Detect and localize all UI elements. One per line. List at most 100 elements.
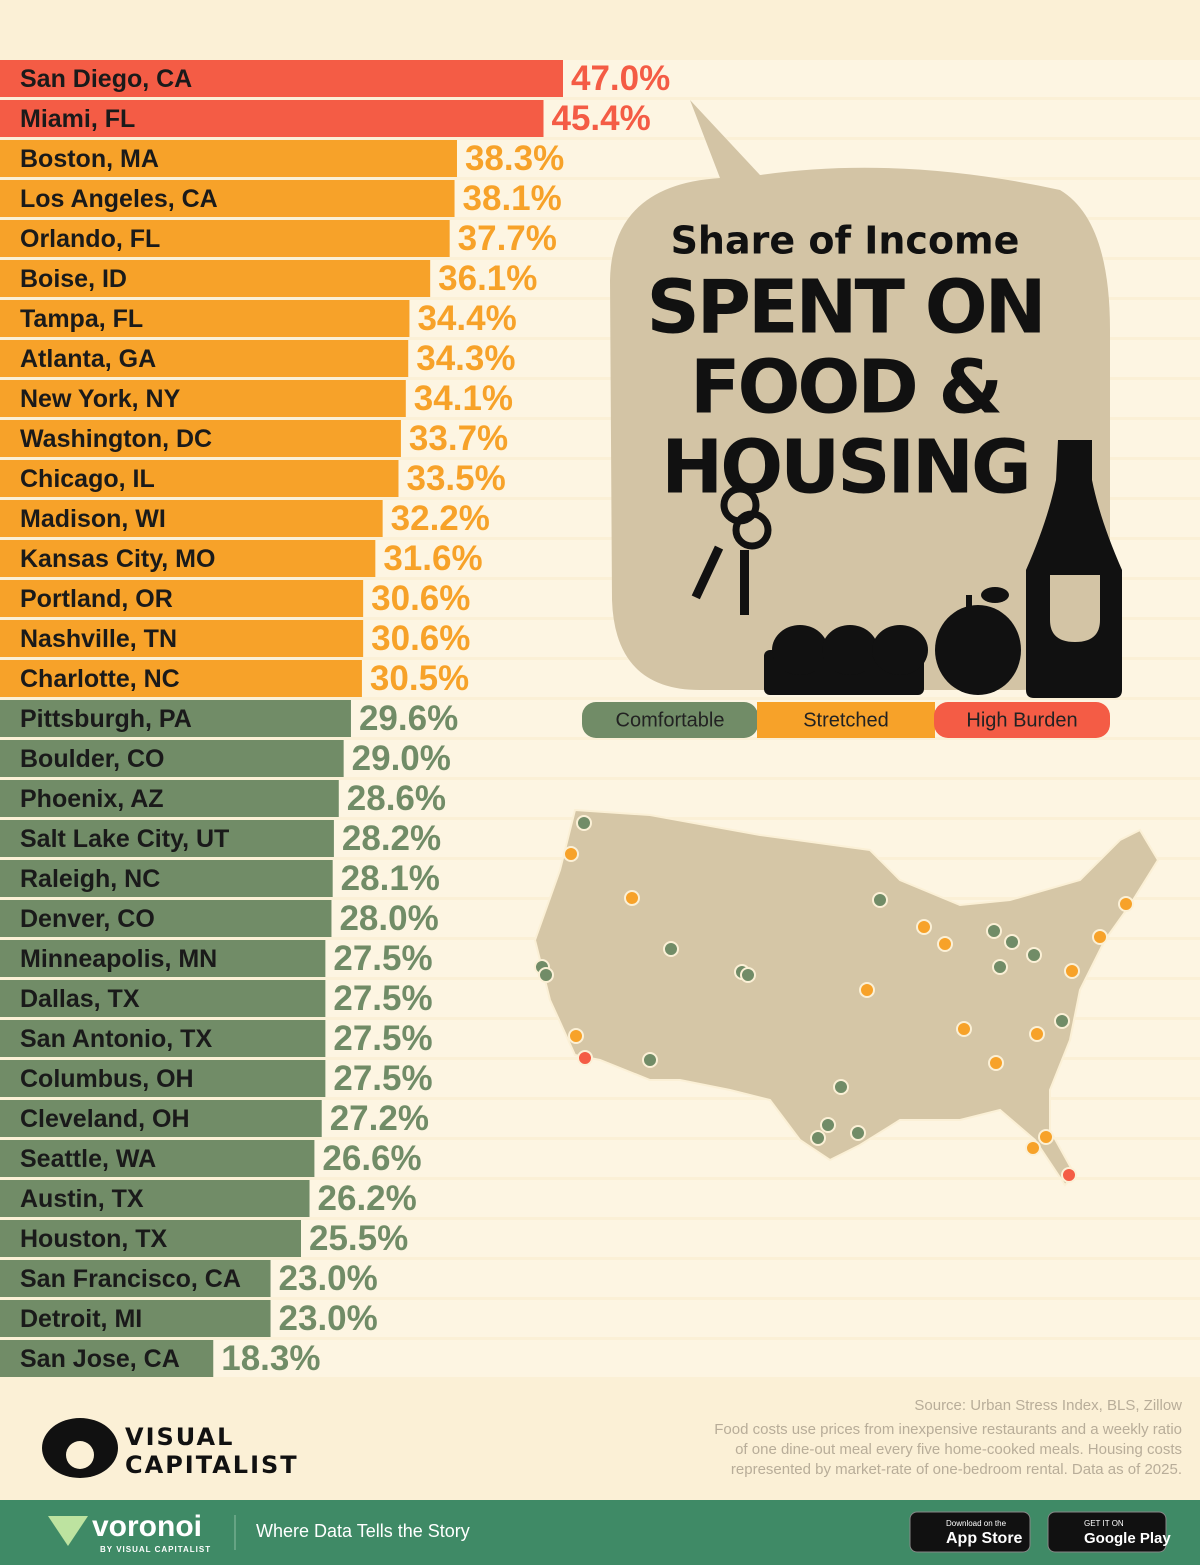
value-label: 27.5%: [333, 1019, 432, 1058]
bar: [0, 740, 344, 777]
map-dot: [937, 936, 953, 952]
bar: [0, 940, 326, 977]
app-store-bg[interactable]: [909, 1511, 1031, 1553]
category-label: Portland, OR: [20, 585, 173, 613]
chart-title: SPENT ON: [646, 265, 1043, 351]
value-label: 28.6%: [347, 779, 446, 818]
value-label: 34.4%: [417, 299, 516, 338]
map-dot: [872, 892, 888, 908]
category-label: Los Angeles, CA: [20, 185, 218, 213]
category-label: Columbus, OH: [20, 1065, 194, 1093]
category-label: Dallas, TX: [20, 985, 140, 1013]
bar: [0, 900, 332, 937]
value-label: 34.1%: [414, 379, 513, 418]
value-label: 45.4%: [552, 99, 651, 138]
map-dot: [576, 815, 592, 831]
source: Source: Urban Stress Index, BLS, Zillow: [914, 1397, 1182, 1414]
bar: [0, 1100, 322, 1137]
legend-swatch: [582, 702, 758, 738]
value-label: 26.6%: [322, 1139, 421, 1178]
value-label: 38.3%: [465, 139, 564, 178]
google-play-button[interactable]: GET IT ON Google Play: [1047, 1511, 1171, 1553]
icons: [691, 440, 1122, 698]
category-label: Charlotte, NC: [20, 665, 180, 693]
category-label: Madison, WI: [20, 505, 166, 533]
bar: [0, 1220, 301, 1257]
bar: [0, 1180, 310, 1217]
category-label: Tampa, FL: [20, 305, 143, 333]
value-label: 28.2%: [342, 819, 441, 858]
voronoi-icon: [48, 1516, 88, 1546]
vc-logo: VISUAL CAPITALIST: [42, 1418, 299, 1479]
bar: [0, 1060, 326, 1097]
map-dot: [1025, 1140, 1041, 1156]
bar: [0, 1300, 271, 1337]
category-label: Chicago, IL: [20, 465, 155, 493]
app-store-small: Download on the: [946, 1519, 1007, 1528]
bar: [0, 300, 410, 337]
logo-text: CAPITALIST: [125, 1451, 299, 1479]
bar: [0, 1340, 214, 1377]
map-dot: [563, 846, 579, 862]
tagline: Where Data Tells the Story: [256, 1521, 470, 1541]
map-dot: [859, 982, 875, 998]
category-label: San Jose, CA: [20, 1345, 180, 1373]
value-label: 36.1%: [438, 259, 537, 298]
category-label: New York, NY: [20, 385, 181, 413]
value-label: 27.5%: [333, 979, 432, 1018]
category-label: Cleveland, OH: [20, 1105, 190, 1133]
logo-text: VISUAL: [125, 1423, 234, 1451]
value-label: 32.2%: [391, 499, 490, 538]
value-label: 27.5%: [333, 939, 432, 978]
legend-swatch: [757, 702, 935, 738]
legend-label: Stretched: [803, 709, 889, 731]
bar: [0, 380, 406, 417]
legend: Comfortable Stretched High Burden: [582, 702, 1110, 738]
value-label: 33.5%: [406, 459, 505, 498]
category-label: Denver, CO: [20, 905, 155, 933]
bar: [0, 980, 326, 1017]
bar: [0, 620, 364, 657]
category-label: Phoenix, AZ: [20, 785, 164, 813]
value-label: 30.6%: [371, 619, 470, 658]
map-dot: [663, 941, 679, 957]
map-dot: [1061, 1167, 1077, 1183]
category-label: San Francisco, CA: [20, 1265, 241, 1293]
note: represented by market-rate of one-bedroo…: [731, 1461, 1182, 1478]
value-label: 23.0%: [279, 1259, 378, 1298]
note: of one dine-out meal every five home-coo…: [735, 1441, 1182, 1458]
category-label: San Diego, CA: [20, 65, 192, 93]
map-dot: [538, 967, 554, 983]
map-dots: [534, 815, 1134, 1183]
map-dot: [577, 1050, 593, 1066]
value-label: 33.7%: [409, 419, 508, 458]
bar: [0, 780, 339, 817]
value-label: 28.0%: [339, 899, 438, 938]
value-label: 29.0%: [352, 739, 451, 778]
map-dot: [740, 967, 756, 983]
bar: [0, 1020, 326, 1057]
category-label: San Antonio, TX: [20, 1025, 212, 1053]
map-dot: [986, 923, 1002, 939]
value-label: 47.0%: [571, 59, 670, 98]
map-dot: [568, 1028, 584, 1044]
value-label: 23.0%: [279, 1299, 378, 1338]
google-play-label: Google Play: [1084, 1530, 1171, 1547]
value-label: 30.5%: [370, 659, 469, 698]
category-label: Nashville, TN: [20, 625, 177, 653]
map-dot: [916, 919, 932, 935]
category-label: Orlando, FL: [20, 225, 160, 253]
speech-bubble: [610, 100, 1110, 690]
google-play-bg[interactable]: [1047, 1511, 1167, 1553]
map-dot: [810, 1130, 826, 1146]
bar: [0, 860, 333, 897]
map-dot: [1064, 963, 1080, 979]
category-label: Pittsburgh, PA: [20, 705, 192, 733]
map-dot: [1029, 1026, 1045, 1042]
map-dot: [988, 1055, 1004, 1071]
bar: [0, 1260, 271, 1297]
map-dot: [642, 1052, 658, 1068]
footer-brand: voronoi: [92, 1510, 202, 1543]
app-store-button[interactable]: Download on the App Store: [909, 1511, 1031, 1553]
